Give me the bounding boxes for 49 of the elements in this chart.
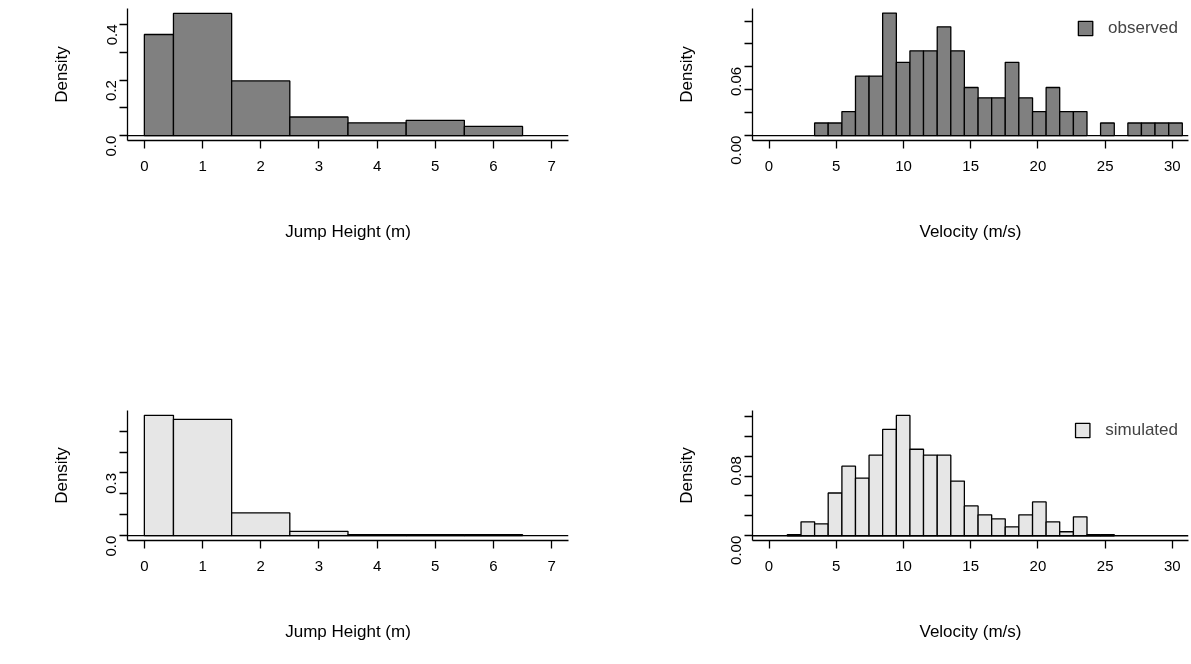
x-tick-label: 0 bbox=[140, 556, 149, 574]
x-axis-title: Velocity (m/s) bbox=[919, 221, 1022, 241]
y-tick-label: 0.00 bbox=[727, 535, 745, 565]
x-axis-title: Velocity (m/s) bbox=[919, 621, 1022, 641]
legend-label: simulated bbox=[1105, 420, 1178, 440]
y-axis-title: Density bbox=[51, 446, 71, 504]
x-tick-label: 0 bbox=[140, 156, 149, 174]
x-axis-title: Jump Height (m) bbox=[285, 621, 411, 641]
x-tick-label: 4 bbox=[372, 556, 382, 574]
y-tick-label: 0.0 bbox=[102, 135, 120, 157]
y-axis-title: Density bbox=[676, 45, 696, 103]
x-tick-label: 6 bbox=[489, 556, 498, 574]
x-tick-label: 1 bbox=[198, 556, 207, 574]
x-tick-label: 2 bbox=[256, 156, 265, 174]
y-tick-label: 0.0 bbox=[102, 535, 120, 557]
x-tick-label: 5 bbox=[832, 556, 841, 574]
x-tick-label: 20 bbox=[1029, 156, 1047, 174]
x-tick-label: 15 bbox=[962, 556, 980, 574]
x-tick-label: 0 bbox=[764, 556, 774, 574]
y-tick-label: 0.08 bbox=[727, 456, 745, 486]
y-axis-title: Density bbox=[51, 45, 71, 103]
x-tick-label: 7 bbox=[547, 556, 556, 574]
x-tick-label: 25 bbox=[1096, 156, 1114, 174]
x-tick-label: 30 bbox=[1164, 556, 1181, 574]
x-tick-label: 0 bbox=[764, 156, 774, 174]
x-tick-label: 5 bbox=[431, 556, 440, 574]
x-tick-label: 15 bbox=[962, 156, 980, 174]
x-tick-label: 10 bbox=[895, 156, 912, 174]
x-tick-label: 20 bbox=[1029, 556, 1047, 574]
x-tick-label: 2 bbox=[256, 556, 265, 574]
x-tick-label: 1 bbox=[198, 156, 207, 174]
x-tick-label: 30 bbox=[1164, 156, 1181, 174]
y-tick-label: 0.06 bbox=[727, 66, 745, 97]
x-tick-label: 25 bbox=[1096, 556, 1114, 574]
y-tick-label: 0.4 bbox=[102, 24, 120, 46]
x-tick-label: 10 bbox=[895, 556, 912, 574]
x-tick-label: 5 bbox=[431, 156, 440, 174]
x-axis-title: Jump Height (m) bbox=[285, 221, 411, 241]
x-tick-label: 5 bbox=[832, 156, 841, 174]
legend-label: observed bbox=[1108, 18, 1178, 38]
y-axis-title: Density bbox=[676, 446, 696, 504]
x-tick-label: 7 bbox=[547, 156, 556, 174]
y-tick-label: 0.00 bbox=[727, 135, 745, 165]
x-tick-label: 4 bbox=[372, 156, 382, 174]
x-tick-label: 6 bbox=[489, 156, 498, 174]
x-tick-label: 3 bbox=[314, 156, 324, 174]
y-tick-label: 0.3 bbox=[102, 472, 120, 494]
x-tick-label: 3 bbox=[314, 556, 324, 574]
y-tick-label: 0.2 bbox=[102, 80, 120, 101]
